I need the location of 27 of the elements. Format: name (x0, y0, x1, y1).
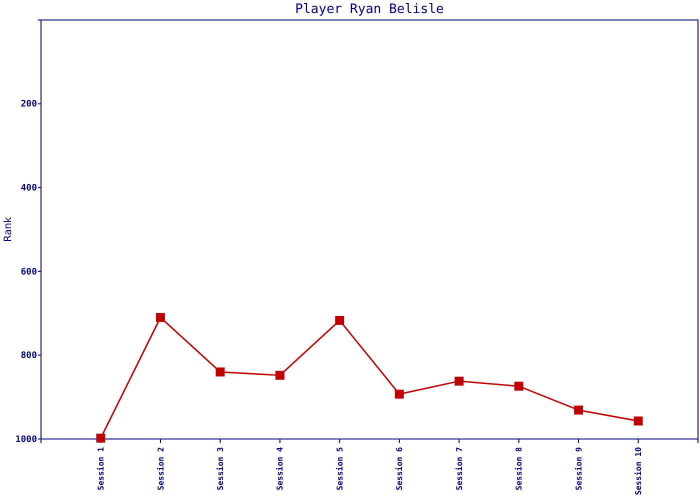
y-tick-label: 400 (20, 183, 37, 194)
point (335, 316, 344, 325)
y-tick-label: 600 (20, 267, 37, 278)
point (394, 390, 404, 399)
point (275, 370, 284, 380)
point (216, 367, 225, 376)
x-tick-label: Session 2 (156, 446, 166, 490)
x-tick-label: Session 7 (454, 446, 464, 490)
chart-title: Player Ryan Belisle (295, 2, 444, 17)
x-tick-label: Session 6 (395, 446, 404, 490)
point (514, 382, 524, 391)
x-tick-label: Session 5 (335, 446, 344, 490)
y-axis-title: Rank (3, 216, 14, 242)
x-tick-label: Session 9 (574, 446, 584, 490)
y-tick-label: 1000 (15, 434, 37, 445)
point (574, 406, 584, 415)
y-tick-label: 200 (20, 100, 37, 110)
y-tick-label: 800 (20, 351, 37, 362)
point (634, 416, 643, 426)
x-tick-label: Session 3 (216, 446, 225, 490)
x-tick-label: Session 4 (276, 446, 285, 490)
x-tick-label: Session 8 (514, 446, 524, 490)
x-tick-label: Session 1 (96, 446, 106, 490)
point (96, 434, 106, 443)
x-tick-label: Session 10 (634, 446, 644, 496)
point (454, 376, 464, 386)
point (156, 313, 165, 322)
